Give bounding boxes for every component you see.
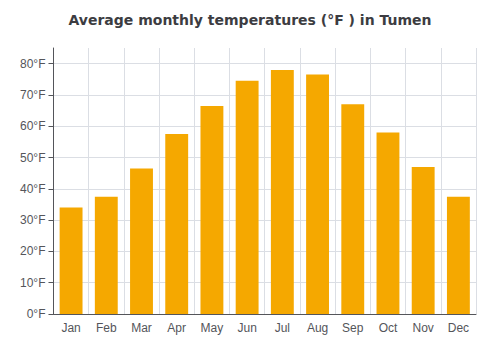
svg-text:Feb: Feb	[96, 321, 117, 335]
svg-text:50°F: 50°F	[20, 151, 45, 165]
svg-text:30°F: 30°F	[20, 213, 45, 227]
svg-text:Apr: Apr	[167, 321, 186, 335]
svg-text:Dec: Dec	[448, 321, 469, 335]
svg-text:10°F: 10°F	[20, 276, 45, 290]
svg-text:40°F: 40°F	[20, 182, 45, 196]
svg-text:Aug: Aug	[307, 321, 328, 335]
svg-text:May: May	[201, 321, 224, 335]
svg-text:Mar: Mar	[131, 321, 152, 335]
svg-text:Jan: Jan	[61, 321, 80, 335]
svg-text:0°F: 0°F	[27, 307, 46, 321]
svg-text:Oct: Oct	[379, 321, 398, 335]
svg-text:60°F: 60°F	[20, 119, 45, 133]
svg-text:Nov: Nov	[413, 321, 434, 335]
svg-text:Sep: Sep	[342, 321, 364, 335]
svg-text:Jun: Jun	[237, 321, 256, 335]
svg-text:Jul: Jul	[275, 321, 290, 335]
svg-text:20°F: 20°F	[20, 244, 45, 258]
svg-text:Average monthly temperatures (: Average monthly temperatures (°F ) in Tu…	[68, 12, 431, 28]
svg-text:70°F: 70°F	[20, 88, 45, 102]
svg-text:80°F: 80°F	[20, 57, 45, 71]
